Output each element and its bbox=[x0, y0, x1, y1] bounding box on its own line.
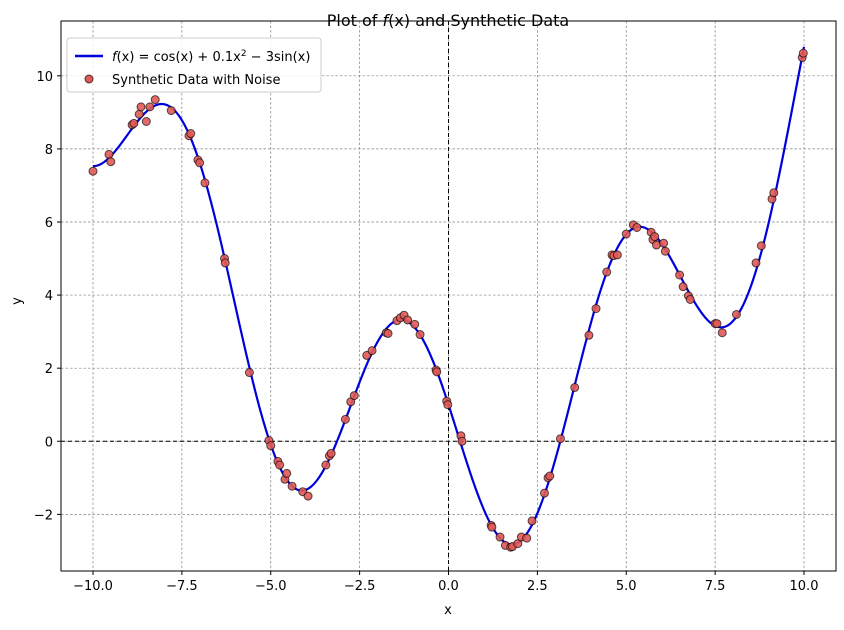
data-point bbox=[136, 102, 146, 112]
data-point bbox=[220, 258, 230, 268]
x-tick-label: −7.5 bbox=[166, 579, 198, 594]
x-tick-label: 10.0 bbox=[790, 579, 819, 594]
y-tick-label: 0 bbox=[45, 435, 53, 450]
legend-scatter-label: Synthetic Data with Noise bbox=[112, 73, 280, 88]
data-point bbox=[659, 238, 669, 248]
data-point bbox=[712, 319, 722, 329]
data-point bbox=[487, 522, 497, 532]
y-tick-label: −2 bbox=[34, 508, 53, 523]
data-point bbox=[287, 481, 297, 491]
data-point bbox=[555, 434, 565, 444]
data-point bbox=[527, 516, 537, 526]
data-point bbox=[145, 102, 155, 112]
data-point bbox=[650, 232, 660, 242]
data-point bbox=[104, 149, 114, 159]
data-point bbox=[660, 246, 670, 256]
data-point bbox=[731, 309, 741, 319]
legend-curve-label: f(x) = cos(x) + 0.1x2 − 3sin(x) bbox=[112, 49, 310, 65]
data-point bbox=[186, 129, 196, 139]
data-point bbox=[621, 229, 631, 239]
data-point bbox=[591, 304, 601, 314]
y-tick-label: 2 bbox=[45, 362, 53, 377]
data-point bbox=[88, 166, 98, 176]
data-point bbox=[282, 468, 292, 478]
legend-box bbox=[66, 37, 322, 93]
x-tick-label: −10.0 bbox=[73, 579, 113, 594]
x-ticks: −10.0 −7.5 −5.0 −2.5 0.0 2.5 5.0 7.5 10.0 bbox=[73, 571, 818, 594]
data-point bbox=[141, 117, 151, 126]
legend-scatter-swatch bbox=[84, 74, 94, 84]
data-point bbox=[106, 157, 116, 167]
data-point bbox=[410, 319, 420, 329]
data-point bbox=[134, 109, 144, 119]
data-point bbox=[415, 330, 425, 340]
data-point bbox=[303, 491, 313, 501]
data-point bbox=[522, 533, 532, 543]
data-point bbox=[769, 188, 779, 198]
data-point bbox=[443, 400, 453, 410]
data-point bbox=[678, 282, 688, 292]
y-tick-label: 8 bbox=[45, 143, 53, 158]
data-point bbox=[432, 367, 442, 377]
data-point bbox=[685, 294, 695, 304]
x-tick-label: −2.5 bbox=[344, 579, 376, 594]
data-point bbox=[584, 330, 594, 340]
data-point bbox=[326, 448, 336, 458]
data-point bbox=[200, 178, 210, 188]
y-tick-label: 10 bbox=[36, 70, 53, 85]
data-point bbox=[340, 414, 350, 424]
data-point bbox=[756, 241, 766, 251]
data-point bbox=[751, 258, 761, 268]
data-point bbox=[166, 106, 176, 116]
data-point bbox=[321, 460, 331, 470]
y-tick-label: 4 bbox=[45, 289, 53, 304]
y-ticks: −2 0 2 4 6 8 10 bbox=[34, 70, 61, 523]
x-tick-label: 7.5 bbox=[705, 579, 726, 594]
data-point bbox=[367, 346, 377, 356]
data-point bbox=[612, 250, 622, 260]
data-point bbox=[349, 391, 359, 401]
y-tick-label: 6 bbox=[45, 216, 53, 231]
data-point bbox=[717, 328, 727, 338]
data-point bbox=[539, 488, 549, 498]
x-tick-label: 5.0 bbox=[616, 579, 637, 594]
data-point bbox=[244, 368, 254, 378]
x-tick-label: −5.0 bbox=[255, 579, 287, 594]
data-point bbox=[129, 118, 139, 128]
data-point bbox=[195, 158, 205, 168]
legend: f(x) = cos(x) + 0.1x2 − 3sin(x) Syntheti… bbox=[66, 37, 322, 93]
data-point bbox=[403, 315, 413, 325]
x-tick-label: 0.0 bbox=[438, 579, 459, 594]
x-axis-label: x bbox=[444, 603, 452, 618]
data-point bbox=[798, 48, 808, 58]
data-point bbox=[602, 267, 612, 277]
data-point bbox=[457, 436, 467, 446]
scatter-points bbox=[88, 48, 808, 552]
data-point bbox=[266, 441, 276, 451]
data-point bbox=[570, 383, 580, 393]
data-point bbox=[632, 222, 642, 232]
data-point bbox=[495, 532, 505, 542]
data-point bbox=[383, 328, 393, 338]
x-tick-label: 2.5 bbox=[527, 579, 548, 594]
chart-title: Plot of f(x) and Synthetic Data bbox=[327, 11, 569, 30]
data-point bbox=[675, 270, 685, 280]
data-point bbox=[545, 471, 555, 481]
y-axis-label: y bbox=[10, 297, 25, 305]
data-point bbox=[275, 460, 285, 470]
data-point bbox=[150, 95, 160, 105]
reference-lines bbox=[61, 21, 836, 571]
